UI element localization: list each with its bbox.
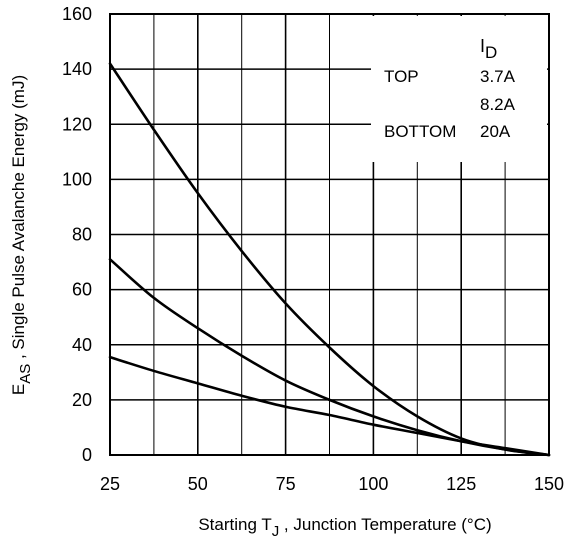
y-tick-label: 160 bbox=[62, 4, 92, 24]
y-tick-label: 60 bbox=[72, 280, 92, 300]
legend-row-3-value: 20A bbox=[480, 122, 511, 141]
y-axis-label: EAS , Single Pulse Avalanche Energy (mJ) bbox=[9, 75, 34, 395]
legend-header: ID bbox=[480, 36, 497, 62]
x-tick-label: 125 bbox=[446, 474, 476, 494]
y-tick-label: 120 bbox=[62, 114, 92, 134]
x-tick-label: 75 bbox=[276, 474, 296, 494]
tick-labels: 25 50 75 100 125 150 0 20 40 60 80 100 120 140 160 bbox=[62, 4, 564, 494]
legend-row-3-label: BOTTOM bbox=[384, 122, 456, 141]
legend-row-1-value: 3.7A bbox=[480, 67, 516, 86]
y-tick-label: 0 bbox=[82, 445, 92, 465]
y-tick-label: 100 bbox=[62, 169, 92, 189]
y-tick-label: 80 bbox=[72, 225, 92, 245]
legend-row-1-label: TOP bbox=[384, 67, 419, 86]
y-tick-label: 40 bbox=[72, 335, 92, 355]
legend-background bbox=[371, 16, 547, 162]
x-tick-label: 25 bbox=[100, 474, 120, 494]
x-tick-label: 150 bbox=[534, 474, 564, 494]
x-tick-label: 50 bbox=[188, 474, 208, 494]
x-tick-label: 100 bbox=[358, 474, 388, 494]
plot-frame bbox=[109, 13, 550, 456]
y-tick-label: 140 bbox=[62, 59, 92, 79]
y-tick-label: 20 bbox=[72, 390, 92, 410]
series-line-3 bbox=[108, 355, 551, 457]
legend-row-2-value: 8.2A bbox=[480, 95, 516, 114]
x-axis-label: Starting TJ , Junction Temperature (°C) bbox=[198, 515, 491, 540]
legend: ID TOP 3.7A 8.2A BOTTOM 20A bbox=[384, 36, 516, 141]
series-group bbox=[108, 62, 551, 457]
